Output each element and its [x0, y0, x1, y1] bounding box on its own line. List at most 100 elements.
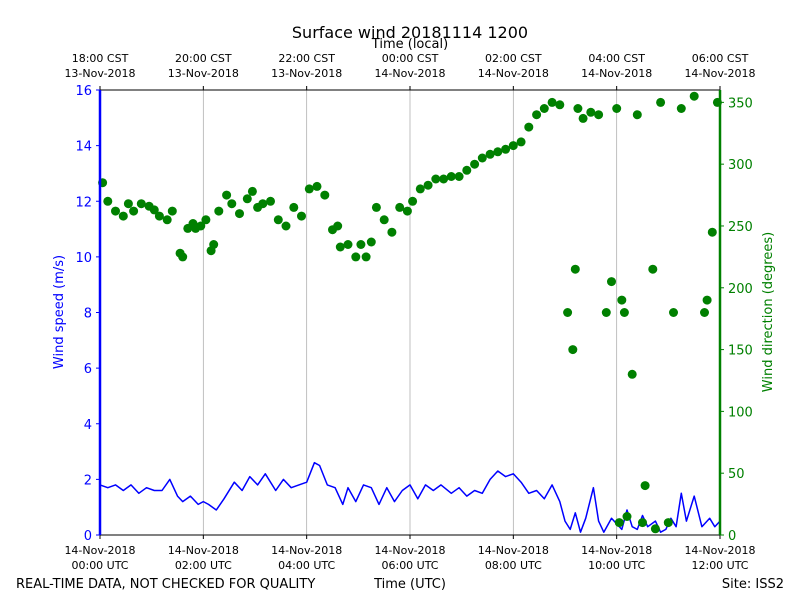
wind-direction-point: [408, 196, 418, 206]
wind-direction-point: [656, 97, 666, 107]
wind-direction-point: [431, 174, 441, 184]
speed-tick-label: 12: [75, 195, 92, 210]
wind-direction-point: [242, 194, 252, 204]
x-tick-label-time: 10:00 UTC: [588, 559, 645, 572]
top-tick-label-date: 14-Nov-2018: [374, 67, 445, 80]
x-tick-label-time: 06:00 UTC: [381, 559, 438, 572]
top-tick-label-date: 14-Nov-2018: [581, 67, 652, 80]
vertical-gridlines: [202, 90, 618, 535]
wind-direction-point: [320, 190, 330, 200]
wind-direction-point: [524, 122, 534, 132]
wind-direction-point: [423, 180, 433, 190]
direction-tick-label: 150: [728, 344, 753, 359]
direction-tick-label: 300: [728, 158, 753, 173]
wind-direction-point: [532, 110, 542, 120]
wind-direction-point: [361, 252, 371, 262]
speed-tick-label: 14: [75, 140, 92, 155]
top-tick-label-time: 00:00 CST: [382, 52, 439, 65]
chart-title: Surface wind 20181114 1200: [292, 23, 528, 42]
wind-direction-point: [178, 252, 188, 262]
wind-direction-point: [689, 91, 699, 101]
speed-tick-label: 2: [84, 473, 92, 488]
wind-direction-point: [619, 308, 629, 317]
speed-tick-label: 4: [84, 418, 92, 433]
wind-speed-series: [99, 461, 721, 533]
wind-direction-point: [638, 518, 647, 528]
wind-direction-point: [622, 512, 632, 521]
wind-direction-point: [214, 206, 224, 216]
wind-direction-point: [266, 196, 275, 206]
top-tick-label-time: 02:00 CST: [485, 52, 542, 65]
x-tick-label-time: 12:00 UTC: [691, 559, 748, 572]
top-tick-label-time: 18:00 CST: [72, 52, 129, 65]
wind-direction-point: [227, 199, 237, 209]
wind-direction-point: [648, 264, 658, 274]
left-axis-label: Wind speed (m/s): [52, 255, 67, 369]
speed-tick-label: 16: [75, 84, 92, 99]
wind-direction-point: [676, 104, 686, 113]
wind-direction-point: [333, 221, 343, 231]
top-axis-label: Time (local): [371, 37, 448, 52]
speed-tick-label: 0: [84, 529, 92, 544]
footer-site: Site: ISS2: [722, 577, 784, 592]
wind-direction-point: [281, 221, 291, 231]
wind-direction-point: [297, 211, 306, 221]
wind-direction-point: [607, 277, 616, 287]
speed-tick-label: 10: [75, 251, 92, 266]
direction-tick-label: 100: [728, 405, 753, 420]
wind-direction-point: [304, 184, 314, 194]
wind-direction-point: [485, 149, 495, 159]
top-tick-label-date: 13-Nov-2018: [168, 67, 239, 80]
wind-direction-point: [235, 209, 244, 219]
x-axis-label: Time (UTC): [373, 577, 446, 592]
x-tick-label-date: 14-Nov-2018: [64, 544, 135, 557]
wind-direction-point: [343, 240, 353, 249]
wind-direction-point: [614, 518, 624, 528]
wind-direction-point: [356, 240, 366, 249]
wind-direction-point: [617, 295, 627, 305]
wind-direction-point: [700, 308, 709, 317]
x-tick-label-time: 00:00 UTC: [71, 559, 128, 572]
wind-direction-point: [586, 107, 596, 117]
wind-direction-point: [371, 202, 381, 212]
top-tick-label-time: 06:00 CST: [692, 52, 749, 65]
wind-direction-point: [129, 206, 139, 216]
wind-direction-point: [273, 215, 283, 225]
wind-direction-point: [707, 227, 717, 237]
wind-direction-point: [395, 202, 405, 212]
wind-direction-point: [387, 227, 397, 237]
wind-direction-point: [312, 181, 322, 191]
wind-direction-point: [650, 524, 660, 534]
wind-direction-point: [379, 215, 389, 225]
axis-ticks: 14-Nov-2018 00:00 UTC 14-Nov-2018 02:00 UTC…: [64, 52, 755, 572]
x-tick-label-date: 14-Nov-2018: [271, 544, 342, 557]
speed-tick-label: 6: [84, 362, 92, 377]
x-tick-label-time: 08:00 UTC: [485, 559, 542, 572]
wind-direction-point: [501, 144, 511, 154]
wind-direction-point: [601, 308, 611, 317]
wind-direction-point: [136, 199, 146, 209]
wind-direction-point: [103, 196, 113, 206]
direction-tick-label: 50: [728, 467, 745, 482]
wind-direction-point: [669, 308, 678, 317]
wind-direction-point: [446, 172, 456, 181]
x-tick-label-time: 04:00 UTC: [278, 559, 335, 572]
wind-direction-point: [493, 147, 503, 157]
wind-direction-point: [118, 211, 128, 221]
top-tick-label-date: 13-Nov-2018: [271, 67, 342, 80]
top-tick-label-time: 20:00 CST: [175, 52, 232, 65]
wind-direction-point: [201, 215, 211, 225]
wind-direction-point: [402, 206, 412, 216]
wind-direction-point: [568, 345, 578, 355]
wind-direction-point: [366, 237, 376, 247]
direction-tick-label: 0: [728, 529, 736, 544]
wind-direction-point: [123, 199, 133, 209]
wind-direction-point: [167, 206, 177, 216]
wind-direction-point: [578, 113, 588, 123]
wind-direction-point: [640, 481, 650, 491]
wind-direction-point: [594, 110, 604, 120]
wind-direction-point: [632, 110, 642, 120]
top-tick-label-time: 22:00 CST: [278, 52, 335, 65]
